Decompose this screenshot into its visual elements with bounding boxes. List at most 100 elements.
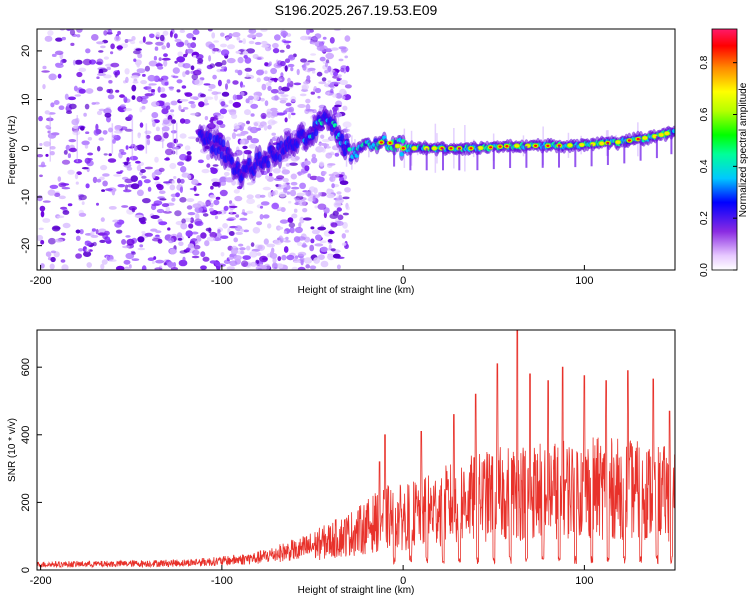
noise-blob	[103, 56, 109, 60]
ridge-red	[505, 145, 509, 148]
noise-blob	[342, 196, 350, 200]
noise-blob	[82, 58, 92, 66]
noise-blob	[271, 120, 278, 125]
colorbar-tick-label: 0.8	[699, 55, 710, 69]
colorbar-tick-label: 0.6	[699, 107, 710, 121]
noise-blob	[115, 229, 123, 234]
noise-blob	[155, 31, 161, 38]
noise-blob	[170, 100, 178, 106]
noise-blob	[103, 108, 112, 115]
noise-blob	[187, 243, 195, 249]
streak	[49, 115, 51, 162]
noise-blob	[285, 163, 290, 167]
noise-blob	[55, 37, 63, 42]
noise-blob	[68, 103, 77, 110]
noise-blob	[238, 243, 244, 247]
noise-blob	[195, 240, 200, 245]
noise-blob	[182, 256, 186, 262]
noise-blob	[271, 132, 277, 136]
noise-blob	[283, 240, 291, 243]
noise-blob	[61, 187, 71, 190]
noise-blob	[198, 101, 205, 108]
noise-blob	[172, 67, 180, 74]
noise-blob	[96, 58, 104, 66]
noise-blob	[261, 83, 267, 91]
noise-blob	[169, 162, 177, 170]
noise-blob	[280, 30, 289, 37]
noise-blob	[95, 228, 99, 235]
noise-blob	[277, 256, 282, 262]
noise-blob	[277, 60, 283, 66]
colorbar-ticks: 0.0 0.2 0.4 0.6 0.8	[699, 55, 737, 277]
noise-blob	[283, 230, 287, 234]
noise-blob	[37, 154, 44, 158]
noise-blob	[207, 88, 213, 92]
noise-blob	[191, 179, 199, 186]
noise-blob	[81, 79, 86, 84]
noise-blob	[194, 193, 200, 196]
noise-blob	[237, 69, 243, 76]
noise-blob	[288, 106, 295, 113]
ridge-yellow	[642, 136, 648, 140]
noise-blob	[203, 98, 208, 104]
spectrogram-y-axis-label: Frequency (Hz)	[7, 116, 18, 185]
noise-blob	[287, 54, 296, 61]
noise-blob	[299, 182, 306, 189]
noise-blob	[256, 69, 264, 76]
noise-blob	[161, 203, 170, 208]
noise-blob	[141, 265, 147, 270]
noise-blob	[334, 69, 341, 73]
noise-blob	[307, 60, 315, 63]
noise-blob	[69, 29, 76, 36]
noise-blob	[186, 33, 194, 39]
noise-blob	[217, 114, 224, 120]
spectrogram-frame	[36, 28, 676, 271]
noise-blob	[206, 154, 211, 161]
noise-blob	[231, 132, 237, 140]
noise-blob	[142, 73, 146, 77]
noise-blob	[54, 238, 64, 243]
noise-blob	[85, 88, 94, 94]
noise-blob	[62, 210, 70, 215]
noise-blob	[135, 48, 142, 51]
noise-blob	[277, 184, 282, 188]
noise-blob	[311, 41, 319, 45]
noise-blob	[102, 232, 108, 240]
noise-blob	[136, 189, 144, 197]
noise-blob	[176, 89, 181, 93]
noise-blob	[67, 203, 73, 207]
noise-blob	[99, 239, 106, 243]
snr-y-tick-label: 400	[20, 426, 32, 444]
noise-blob	[319, 240, 327, 244]
noise-blob	[49, 184, 59, 189]
noise-blob	[167, 237, 175, 244]
noise-blob	[303, 257, 313, 264]
noise-blob	[305, 190, 312, 197]
noise-blob	[96, 41, 105, 45]
noise-blob	[171, 180, 176, 184]
noise-blob	[177, 143, 184, 147]
noise-blob	[123, 259, 131, 265]
noise-blob	[124, 128, 133, 132]
dropout-spike	[590, 144, 593, 167]
noise-blob	[164, 102, 171, 107]
noise-blob	[220, 101, 226, 107]
noise-blob	[161, 45, 166, 50]
noise-blob	[321, 77, 327, 82]
noise-blob	[178, 241, 184, 247]
noise-blob	[291, 186, 300, 190]
noise-blob	[176, 79, 183, 84]
noise-blob	[110, 51, 114, 55]
noise-blob	[225, 36, 230, 41]
spectrogram-y-tick-label: -10	[20, 189, 32, 205]
noise-blob	[250, 138, 259, 144]
noise-blob	[303, 217, 312, 221]
noise-blob	[280, 207, 286, 213]
noise-blob	[182, 62, 191, 69]
noise-blob	[344, 35, 351, 42]
noise-blob	[273, 239, 282, 246]
streak	[131, 117, 134, 160]
noise-blob	[246, 198, 256, 205]
noise-blob	[297, 266, 306, 270]
